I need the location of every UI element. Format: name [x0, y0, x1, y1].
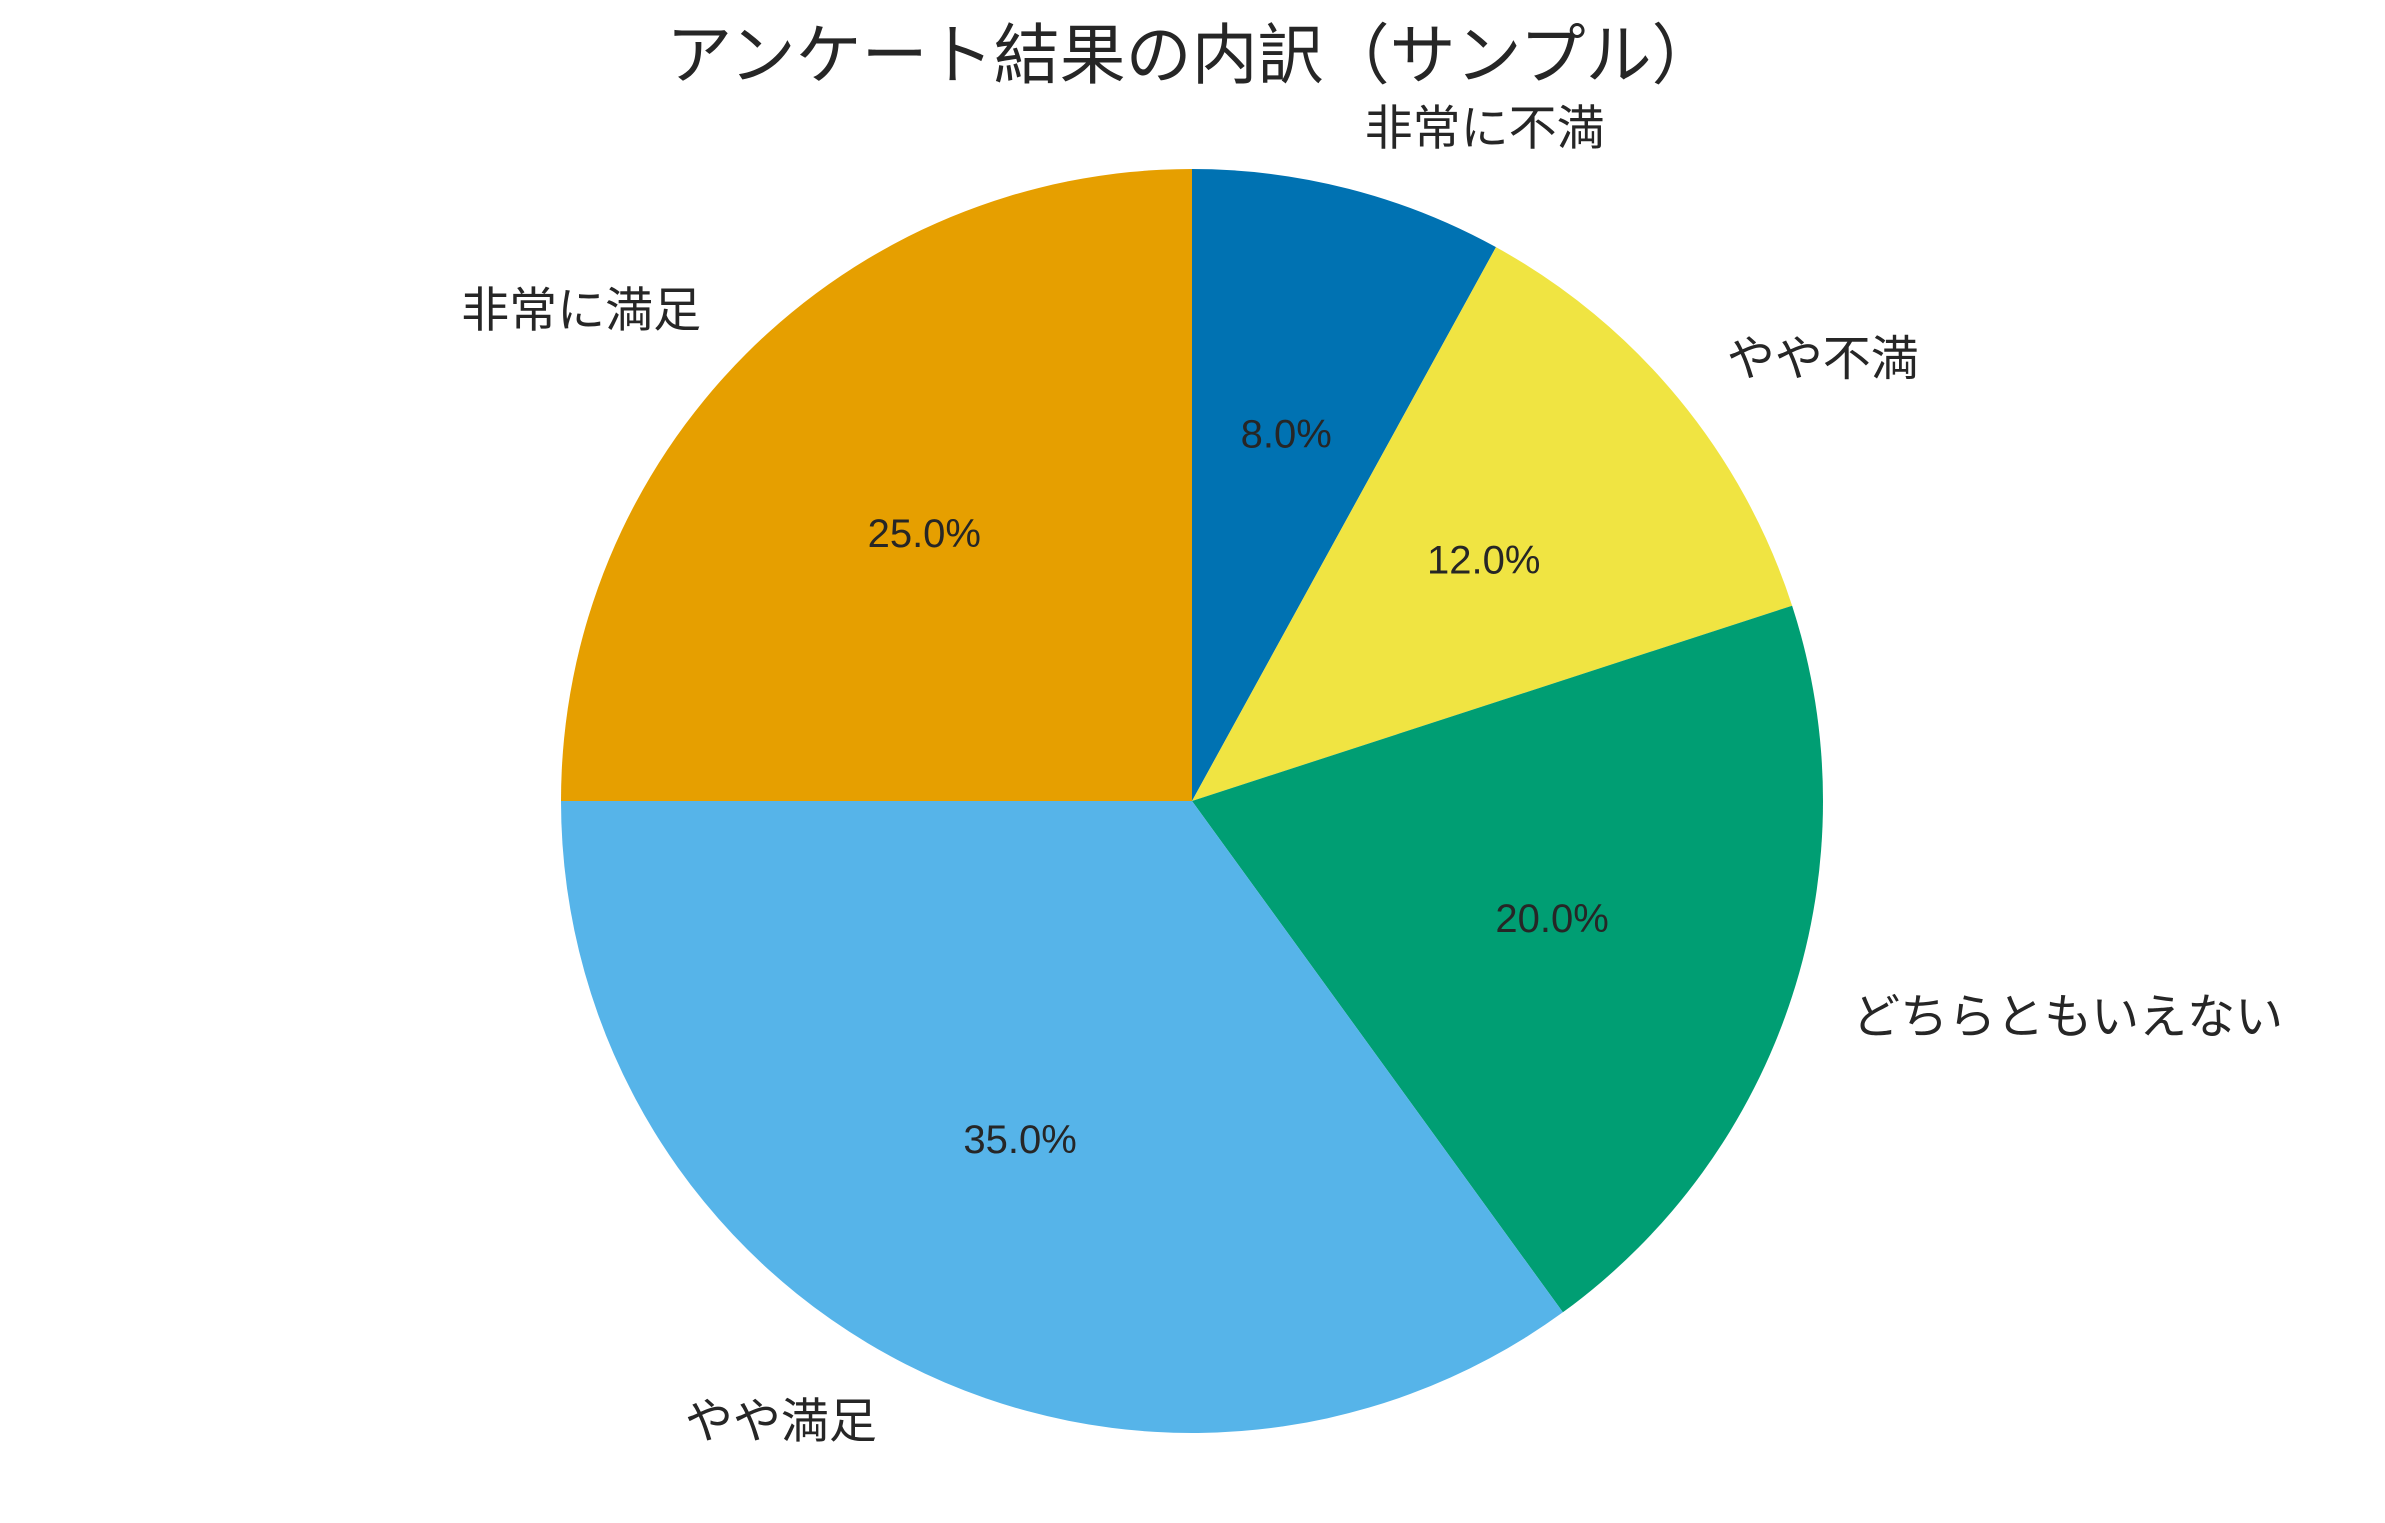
chart-title: アンケート結果の内訳（サンプル）	[666, 17, 1717, 94]
pie-slice-percentage: 12.0%	[1427, 538, 1540, 582]
pie-slice-label: どちらともいえない	[1852, 989, 2283, 1045]
pie-slice	[1192, 247, 1793, 802]
pie-slice	[1192, 169, 1496, 801]
pie-slice-label: やや不満	[1727, 331, 1919, 387]
pie-slice-label: やや満足	[685, 1393, 877, 1449]
pie-slice-percentage: 25.0%	[868, 512, 981, 556]
pie-slice	[561, 801, 1563, 1433]
pie-slice-percentage: 20.0%	[1495, 897, 1608, 941]
pie-slice-percentage: 8.0%	[1241, 413, 1332, 457]
pie-slices	[561, 169, 1824, 1433]
pie-slice-label: 非常に満足	[461, 282, 701, 338]
pie-slice-label: 非常に不満	[1365, 101, 1605, 157]
percentage-labels: 8.0% 12.0% 20.0% 35.0% 25.0%	[868, 413, 1609, 1162]
pie-slice-percentage: 35.0%	[963, 1118, 1076, 1162]
pie-slice	[1192, 605, 1824, 1313]
pie-slice	[561, 169, 1192, 801]
